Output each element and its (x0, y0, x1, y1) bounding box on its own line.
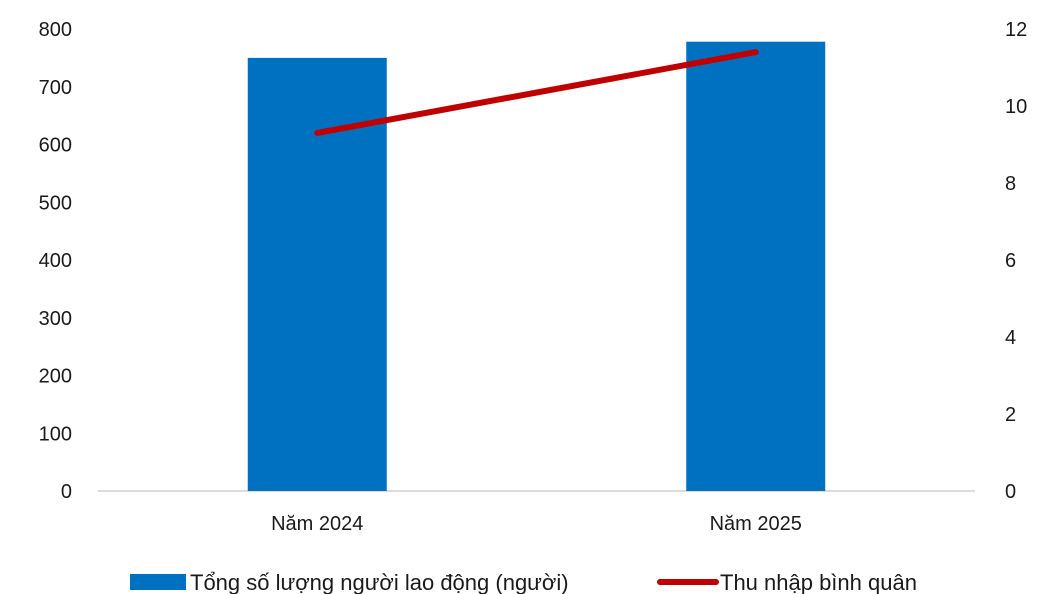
right-tick-label: 12 (1005, 19, 1027, 41)
right-axis-ticks: 0 2 4 6 8 10 12 (1005, 19, 1027, 503)
line-path (314, 49, 759, 136)
left-tick-label: 300 (39, 308, 72, 330)
right-tick-label: 8 (1005, 173, 1016, 195)
bar (686, 41, 826, 492)
left-tick-label: 400 (39, 250, 72, 272)
right-tick-label: 10 (1005, 96, 1027, 118)
right-tick-label: 4 (1005, 327, 1016, 349)
left-tick-label: 600 (39, 135, 72, 157)
right-tick-label: 2 (1005, 404, 1016, 426)
left-tick-label: 200 (39, 366, 72, 388)
x-tick-label: Năm 2024 (271, 513, 363, 535)
right-tick-label: 0 (1005, 481, 1016, 503)
right-tick-label: 6 (1005, 250, 1016, 272)
bar-series (247, 41, 826, 492)
legend: Tổng số lượng người lao động (người) Thu… (130, 570, 917, 594)
legend-bar-swatch (130, 574, 186, 590)
x-tick-label: Năm 2025 (710, 513, 802, 535)
left-tick-label: 700 (39, 77, 72, 99)
left-tick-label: 100 (39, 423, 72, 445)
line-series (314, 49, 759, 136)
left-axis-ticks: 0 100 200 300 400 500 600 700 800 (39, 19, 72, 503)
legend-line-label: Thu nhập bình quân (720, 570, 917, 594)
left-tick-label: 0 (61, 481, 72, 503)
left-tick-label: 500 (39, 192, 72, 214)
left-tick-label: 800 (39, 19, 72, 41)
legend-bar-label: Tổng số lượng người lao động (người) (190, 570, 569, 594)
x-axis-ticks: Năm 2024 Năm 2025 (271, 513, 802, 535)
